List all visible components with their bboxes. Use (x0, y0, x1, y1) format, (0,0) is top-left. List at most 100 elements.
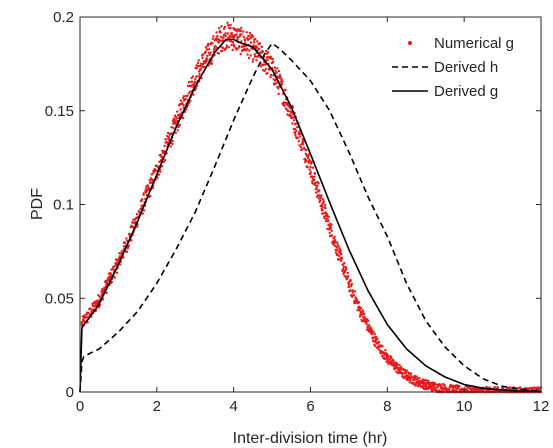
data-point (287, 110, 290, 113)
data-point (330, 229, 333, 233)
data-point (319, 199, 322, 202)
data-point (443, 387, 447, 390)
data-point (242, 30, 245, 33)
data-point (405, 373, 408, 377)
data-point (295, 129, 298, 133)
data-point (261, 50, 264, 54)
data-point (196, 61, 200, 65)
data-point (279, 76, 282, 79)
data-point (175, 117, 178, 120)
data-point (191, 75, 195, 78)
data-point (310, 161, 313, 164)
data-point (222, 27, 226, 30)
data-point (409, 376, 412, 380)
data-point (374, 340, 377, 343)
data-point (256, 40, 259, 43)
data-point (263, 69, 266, 73)
data-point (97, 306, 101, 309)
data-point (294, 128, 297, 131)
data-point (197, 64, 200, 68)
data-point (232, 41, 235, 44)
data-point (199, 67, 202, 71)
data-point (284, 88, 287, 92)
data-point (313, 178, 316, 182)
data-point (365, 322, 368, 326)
data-point (273, 66, 277, 69)
legend-label: Derived g (434, 83, 498, 100)
data-point (226, 21, 229, 24)
data-point (443, 384, 446, 387)
data-point (260, 45, 264, 48)
data-point (205, 48, 209, 51)
data-point (152, 171, 155, 174)
data-point (384, 349, 387, 352)
data-point (330, 234, 334, 237)
data-point (306, 156, 310, 159)
data-point (340, 252, 343, 256)
data-point (327, 220, 330, 223)
data-point (264, 63, 267, 66)
data-point (410, 374, 413, 378)
data-point (451, 388, 454, 391)
data-point (338, 254, 341, 258)
data-point (324, 214, 328, 217)
data-point (238, 45, 241, 48)
y-axis-label: PDF (29, 188, 46, 220)
data-point (172, 126, 175, 130)
data-point (531, 386, 534, 389)
data-point (267, 55, 270, 59)
x-tick-label: 12 (533, 398, 550, 415)
data-point (203, 65, 206, 68)
data-point (322, 212, 326, 215)
data-point (178, 123, 181, 127)
data-point (166, 131, 170, 135)
data-point (390, 360, 393, 364)
data-point (400, 365, 403, 369)
data-point (377, 340, 381, 344)
data-point (174, 131, 177, 134)
data-point (314, 181, 317, 185)
data-point (245, 31, 248, 34)
data-point (184, 97, 187, 101)
data-point (346, 271, 349, 275)
data-point (195, 67, 198, 70)
data-point (262, 63, 265, 67)
data-point (164, 137, 167, 141)
data-point (135, 213, 139, 216)
data-point (229, 26, 232, 30)
data-point (192, 93, 195, 96)
data-point (246, 53, 249, 56)
data-point (255, 46, 259, 49)
data-point (485, 385, 488, 389)
data-point (211, 37, 214, 40)
data-point (200, 64, 203, 68)
data-point (344, 267, 348, 271)
data-point (428, 384, 431, 387)
data-point (356, 309, 359, 312)
data-point (187, 92, 190, 95)
data-point (324, 206, 327, 210)
data-point (170, 125, 173, 129)
data-point (178, 113, 182, 116)
data-point (265, 49, 268, 53)
data-point (349, 279, 352, 282)
data-point (374, 344, 377, 348)
data-point (339, 250, 342, 253)
data-point (415, 380, 418, 383)
data-point (190, 80, 194, 83)
data-point (190, 85, 193, 88)
data-point (224, 32, 227, 35)
data-point (317, 197, 321, 200)
data-point (465, 388, 468, 391)
data-point (333, 239, 337, 242)
data-point (401, 372, 404, 375)
data-point (230, 31, 233, 35)
data-point (89, 307, 92, 310)
data-point (346, 275, 350, 278)
data-point (386, 357, 389, 360)
data-point (229, 23, 232, 27)
data-point (176, 113, 180, 117)
data-point (297, 140, 300, 143)
data-point (198, 72, 201, 76)
data-point (278, 73, 282, 77)
